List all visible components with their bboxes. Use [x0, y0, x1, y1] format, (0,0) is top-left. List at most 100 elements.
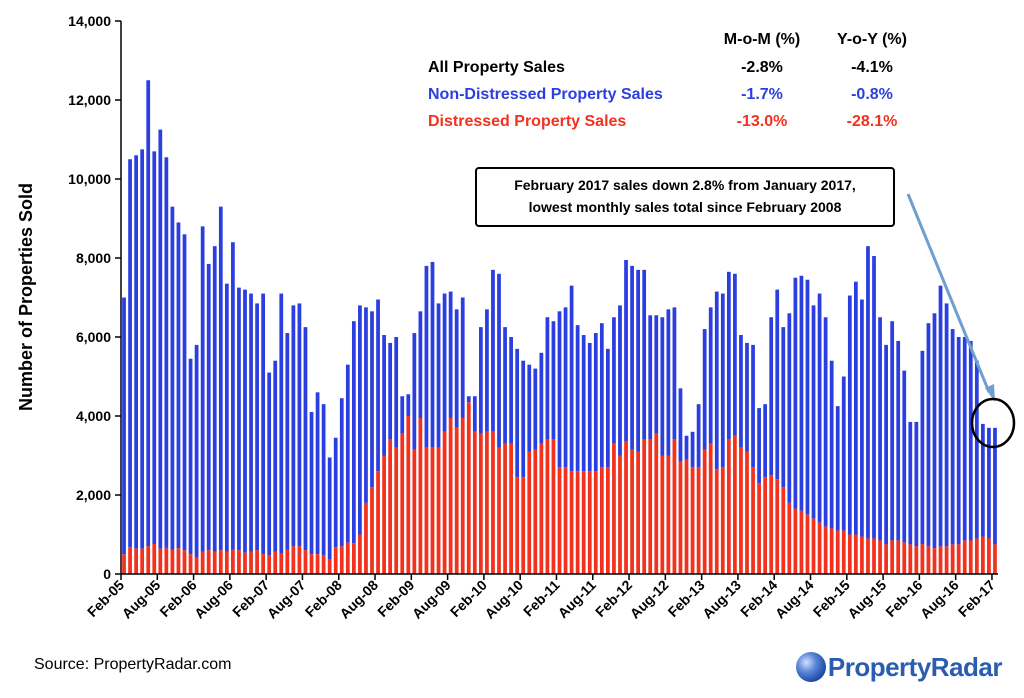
callout-arrow	[906, 193, 991, 393]
bar-distressed	[424, 447, 429, 574]
bar-distressed	[981, 536, 985, 574]
source-note: Source: PropertyRadar.com	[34, 656, 232, 673]
bar-non-distressed	[593, 333, 598, 472]
stats-row-label: Distressed Property Sales	[428, 113, 626, 130]
bar-distressed	[908, 544, 913, 574]
bar-distressed	[581, 471, 586, 574]
bar-distressed	[297, 546, 302, 574]
x-tick-label: Aug-12	[627, 577, 672, 622]
bar-non-distressed	[140, 149, 145, 549]
logo-text: PropertyRadar	[827, 651, 1003, 682]
bar-non-distressed	[920, 350, 925, 545]
y-tick-label: 12,000	[68, 92, 111, 108]
bar-non-distressed	[926, 323, 931, 547]
bar-non-distressed	[188, 358, 193, 555]
bar-distressed	[345, 542, 350, 574]
bar-non-distressed	[478, 327, 483, 434]
bar-distressed	[569, 471, 574, 574]
bar-distressed	[315, 554, 320, 574]
bar-non-distressed	[751, 344, 755, 468]
x-tick-label: Aug-07	[264, 577, 309, 622]
bar-non-distressed	[769, 317, 774, 476]
bar-non-distressed	[708, 307, 713, 444]
bar-distressed	[636, 451, 641, 574]
bar-distressed	[720, 467, 725, 574]
bar-non-distressed	[315, 392, 320, 555]
bar-distressed	[733, 435, 737, 574]
bar-distressed	[926, 546, 931, 574]
bar-non-distressed	[690, 431, 695, 468]
bar-distressed	[769, 475, 774, 574]
x-tick-label: Aug-10	[481, 577, 526, 622]
bar-non-distressed	[896, 340, 901, 541]
bar-distressed	[708, 443, 713, 574]
bar-non-distressed	[442, 293, 447, 432]
bar-non-distressed	[962, 337, 967, 541]
bar-non-distressed	[726, 271, 731, 440]
bar-distressed	[134, 548, 138, 574]
bar-distressed	[339, 546, 344, 574]
bar-non-distressed	[122, 297, 126, 555]
bar-distressed	[212, 551, 217, 574]
bar-non-distressed	[841, 376, 846, 531]
bar-distressed	[757, 483, 761, 574]
bar-non-distressed	[285, 333, 290, 550]
bar-distressed	[454, 427, 459, 574]
bar-distressed	[551, 439, 556, 574]
bar-non-distressed	[878, 317, 882, 541]
bar-non-distressed	[932, 313, 937, 549]
bar-distressed	[485, 431, 489, 574]
bar-non-distressed	[981, 423, 985, 537]
bar-non-distressed	[376, 299, 380, 472]
bar-distressed	[968, 540, 973, 574]
bar-distressed	[745, 451, 749, 574]
bar-non-distressed	[249, 293, 253, 552]
bar-non-distressed	[545, 317, 550, 440]
bar-distressed	[243, 552, 247, 574]
bar-distressed	[799, 510, 804, 574]
bar-distressed	[327, 558, 332, 574]
callout-line-1: February 2017 sales down 2.8% from Janua…	[514, 177, 856, 193]
bar-distressed	[805, 514, 810, 574]
bar-distressed	[829, 528, 834, 574]
bar-distressed	[164, 547, 169, 574]
bar-non-distressed	[551, 321, 556, 440]
bar-distressed	[466, 402, 471, 574]
bar-non-distressed	[950, 329, 955, 545]
bar-distressed	[890, 540, 895, 574]
bar-distressed	[321, 555, 326, 574]
stats-row-yoy: -28.1%	[847, 113, 898, 130]
bar-non-distressed	[853, 281, 858, 535]
bar-non-distressed	[303, 327, 308, 551]
bar-distressed	[412, 449, 417, 574]
bar-distressed	[261, 554, 266, 574]
bar-non-distressed	[194, 344, 199, 558]
bar-distressed	[563, 467, 568, 574]
bar-distressed	[993, 544, 997, 574]
bar-non-distressed	[775, 289, 780, 480]
bar-non-distressed	[993, 427, 997, 545]
brand-logo: PropertyRadar	[795, 650, 1003, 684]
bar-non-distressed	[829, 360, 834, 529]
stats-table: M-o-M (%) Y-o-Y (%) All Property Sales -2…	[428, 31, 907, 130]
bar-distressed	[811, 518, 816, 574]
bar-non-distressed	[666, 309, 671, 456]
bar-distressed	[140, 548, 145, 574]
bar-distressed	[382, 455, 386, 574]
bar-non-distressed	[273, 360, 278, 552]
bar-distressed	[902, 542, 907, 574]
bar-non-distressed	[412, 333, 417, 450]
x-tick-label: Aug-09	[409, 577, 454, 622]
bar-non-distressed	[618, 305, 622, 456]
bar-non-distressed	[430, 261, 435, 448]
bar-distressed	[726, 439, 731, 574]
x-tick-label: Aug-15	[844, 577, 889, 622]
bar-non-distressed	[321, 404, 326, 556]
bar-non-distressed	[261, 293, 266, 555]
bar-non-distressed	[436, 303, 441, 448]
bar-distressed	[654, 433, 659, 574]
bar-non-distressed	[424, 265, 429, 448]
bar-non-distressed	[714, 291, 719, 470]
bar-non-distressed	[860, 299, 864, 537]
